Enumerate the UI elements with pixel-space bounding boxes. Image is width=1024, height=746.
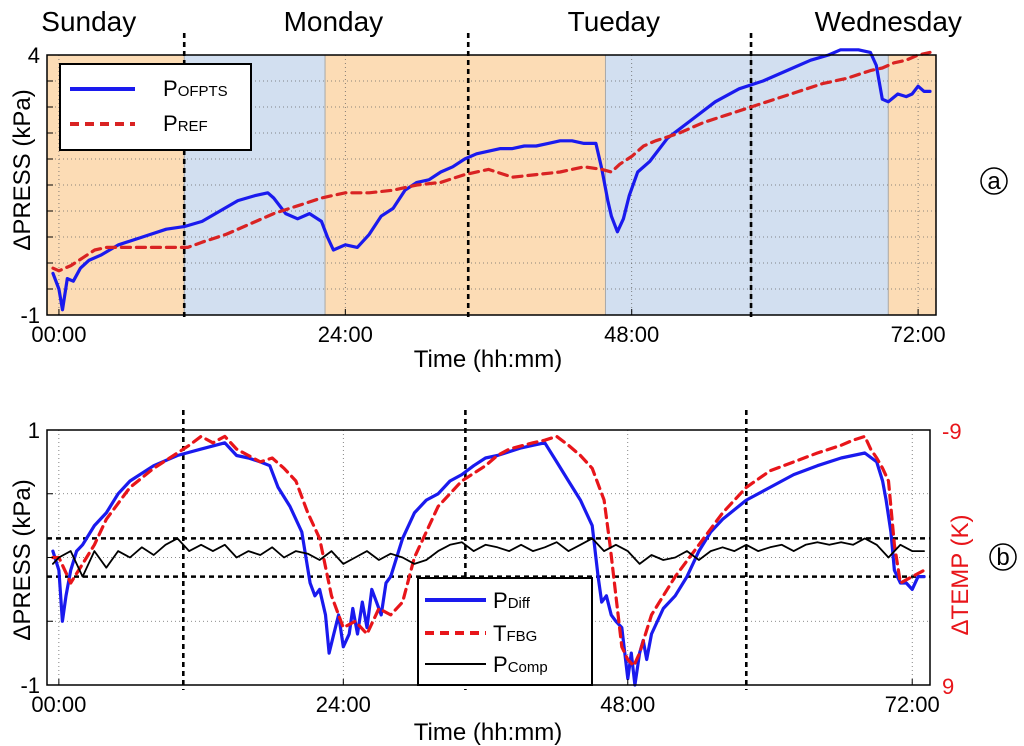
series-line-pcomp: [52, 537, 925, 578]
day-labels: Sunday Monday Tueday Wednesday: [41, 6, 962, 37]
y-tick-label: -1: [20, 303, 40, 328]
y-ticks: 4 -1: [20, 43, 53, 328]
panel-a: 00:00 24:00 48:00 72:00 4 -1 Sunday Monday Tue…: [9, 6, 1008, 373]
legend-label-pdiff: PDiff: [493, 588, 531, 613]
panel-label-b: b: [989, 543, 1017, 571]
day-boundaries: [182, 410, 748, 690]
series-line-pofpts: [51, 48, 932, 312]
y-tick-label: 1: [28, 418, 40, 443]
x-tick-label: 00:00: [31, 692, 86, 717]
x-ticks: 00:00 24:00 48:00 72:00: [31, 679, 940, 717]
x-tick-label: 24:00: [318, 322, 373, 347]
day-label-sunday: Sunday: [41, 6, 136, 37]
day-label-monday: Monday: [284, 6, 384, 37]
x-axis-label: Time (hh:mm): [414, 719, 562, 746]
y2-tick-label: 9: [942, 674, 954, 699]
x-ticks: 00:00 24:00 48:00 72:00: [31, 309, 946, 347]
series-line-pdiff: [51, 441, 926, 687]
y2-tick-label: -9: [942, 419, 962, 444]
panel-label-a-text: a: [987, 168, 1001, 195]
panel-b: 00:00 24:00 48:00 72:00 1 -1 -9 9 Time (hh:mm…: [9, 410, 1017, 746]
x-tick-label: 48:00: [604, 322, 659, 347]
day-label-tueday: Tueday: [568, 6, 660, 37]
series: [51, 48, 932, 312]
legend-box: [59, 63, 252, 151]
x-tick-label: 72:00: [885, 692, 940, 717]
y-ticks: 1 -1: [20, 418, 53, 698]
x-tick-label: 00:00: [31, 322, 86, 347]
panel-label-a-circle: [980, 167, 1008, 195]
series: [51, 434, 926, 687]
panel-label-b-text: b: [996, 544, 1009, 571]
x-axis-label: Time (hh:mm): [414, 346, 562, 373]
panel-label-b-circle: [989, 543, 1017, 571]
series-line-pref: [51, 50, 932, 273]
panel-label-a: a: [980, 167, 1008, 195]
y2-axis-label: ΔTEMP (K): [947, 515, 974, 636]
legend-label-pref: PREF: [163, 111, 208, 136]
threshold-lines: [47, 537, 930, 578]
day-label-wednesday: Wednesday: [815, 6, 962, 37]
legend-label-tfbg: TFBG: [493, 621, 537, 646]
x-tick-label: 72:00: [891, 322, 946, 347]
shade-region: [888, 55, 936, 315]
legend: PDiff TFBG PComp: [417, 577, 593, 686]
legend-label-pcomp: PComp: [493, 652, 548, 677]
legend: POFPTS PREF: [59, 63, 252, 151]
y-axis-label: ΔPRESS (kPa): [9, 479, 36, 640]
y-tick-label: 4: [28, 43, 40, 68]
y-axis-label: ΔPRESS (kPa): [9, 89, 36, 250]
legend-label-pofpts: POFPTS: [163, 76, 228, 101]
x-tick-label: 24:00: [316, 692, 371, 717]
shade-region: [605, 55, 752, 315]
y-tick-label: -1: [20, 673, 40, 698]
y2-ticks: -9 9: [942, 419, 962, 699]
series-line-tfbg: [51, 434, 926, 668]
x-tick-label: 48:00: [600, 692, 655, 717]
